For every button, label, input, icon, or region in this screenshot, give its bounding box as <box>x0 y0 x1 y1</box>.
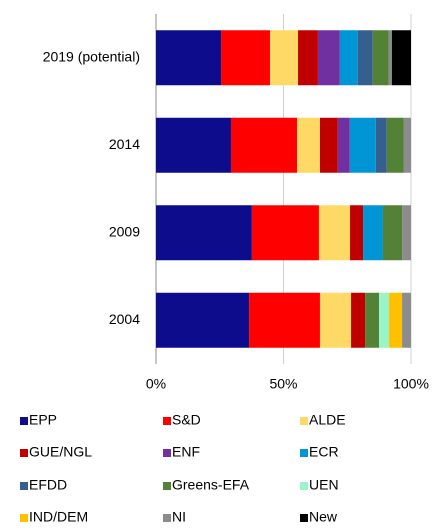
bar-segment <box>403 117 411 173</box>
legend-label: Greens-EFA <box>172 477 250 493</box>
bar-segment <box>221 30 270 86</box>
x-tick-label: 50% <box>269 376 297 392</box>
bar-segment <box>319 117 338 173</box>
x-tick-label: 100% <box>393 376 429 392</box>
legend-label: New <box>309 509 338 525</box>
bar-segment <box>391 30 411 86</box>
legend-swatch <box>20 417 28 425</box>
bar-segment <box>318 205 351 261</box>
bar-segment <box>375 117 387 173</box>
bar-segment <box>388 30 392 86</box>
bar-segment <box>319 292 352 348</box>
legend-swatch <box>300 417 308 425</box>
bar-segment <box>350 205 364 261</box>
legend-label: GUE/NGL <box>29 444 92 460</box>
legend-swatch <box>163 449 171 457</box>
legend-swatch <box>300 514 308 522</box>
bar-segment <box>402 292 411 348</box>
legend-swatch <box>20 449 28 457</box>
bar-segment <box>156 30 222 86</box>
legend-label: IND/DEM <box>29 509 88 525</box>
legend-swatch <box>20 514 28 522</box>
bar-segment <box>382 205 403 261</box>
legend-label: EFDD <box>29 477 67 493</box>
legend-label: S&D <box>172 412 201 428</box>
legend-label: ENF <box>172 444 200 460</box>
legend-swatch <box>20 482 28 490</box>
legend-label: UEN <box>309 477 339 493</box>
bar-segment <box>389 292 403 348</box>
legend-label: ECR <box>309 444 339 460</box>
bar-segment <box>269 30 299 86</box>
bar-segment <box>402 205 411 261</box>
bar-segment <box>317 30 340 86</box>
x-tick-label: 0% <box>146 376 166 392</box>
legend-swatch <box>300 449 308 457</box>
bar-segment <box>156 292 250 348</box>
legend-label: ALDE <box>309 412 346 428</box>
legend-swatch <box>163 482 171 490</box>
bar-segment <box>363 205 383 261</box>
bar-segment <box>372 30 389 86</box>
bar-segment <box>249 292 320 348</box>
bar-segment <box>365 292 380 348</box>
bar-segment <box>230 117 298 173</box>
bar-segment <box>357 30 373 86</box>
bar-segment <box>251 205 319 261</box>
bar-segment <box>349 117 376 173</box>
legend-label: EPP <box>29 412 57 428</box>
legend-swatch <box>163 417 171 425</box>
bar-segment <box>339 30 358 86</box>
y-tick-label: 2004 <box>109 311 140 327</box>
bar-segment <box>386 117 404 173</box>
bar-segment <box>351 292 366 348</box>
bar-segment <box>297 117 320 173</box>
bar-segment <box>156 205 252 261</box>
y-tick-label: 2014 <box>109 136 140 152</box>
legend-label: NI <box>172 509 186 525</box>
legend-swatch <box>163 514 171 522</box>
y-tick-label: 2019 (potential) <box>43 48 140 64</box>
legend-swatch <box>300 482 308 490</box>
bar-segment <box>156 117 231 173</box>
bar-segment <box>337 117 350 173</box>
y-tick-label: 2009 <box>109 223 140 239</box>
bar-segment <box>379 292 390 348</box>
bar-segment <box>298 30 318 86</box>
